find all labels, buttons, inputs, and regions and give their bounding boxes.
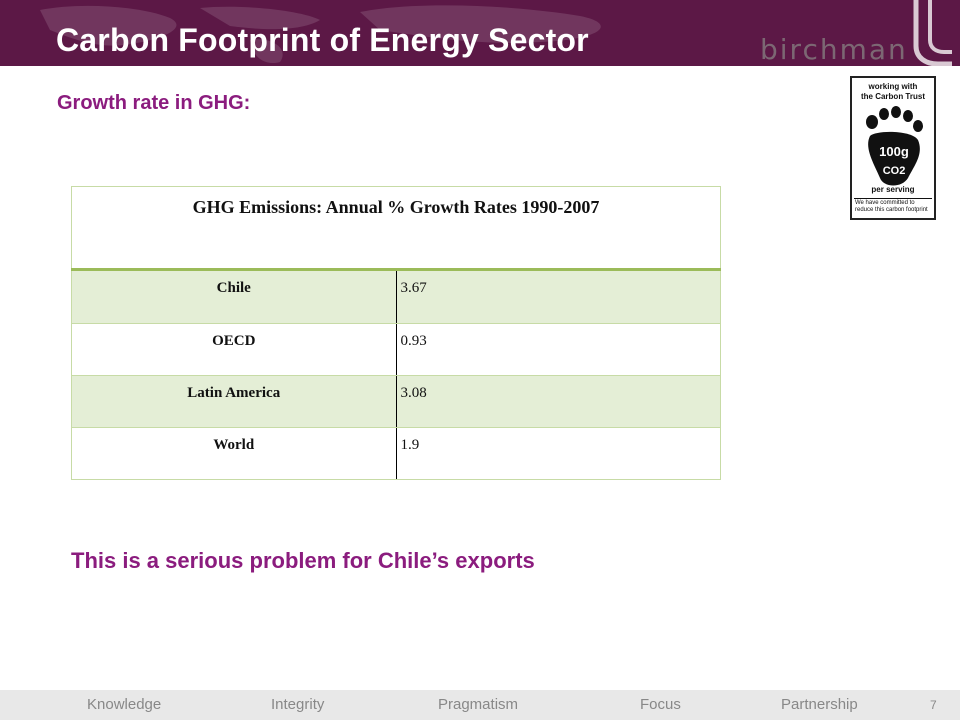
value-cell: 1.9 <box>396 427 721 480</box>
value-cell: 3.67 <box>396 269 721 324</box>
world-map-decoration <box>40 5 601 64</box>
badge-line-2: the Carbon Trust <box>860 92 925 101</box>
brand-logo-icon <box>913 0 952 66</box>
exports-note: This is a serious problem for Chile’s ex… <box>71 548 535 573</box>
slide-header: Carbon Footprint of Energy Sector birchm… <box>0 0 960 66</box>
value-cell: 0.93 <box>396 323 721 376</box>
badge-divider <box>854 198 932 199</box>
ghg-growth-table: GHG Emissions: Annual % Growth Rates 199… <box>71 186 721 480</box>
footer-value-knowledge: Knowledge <box>87 696 162 713</box>
table-row: OECD 0.93 <box>71 323 721 376</box>
badge-commit-line-2: reduce this carbon footprint <box>855 207 928 213</box>
region-cell: Chile <box>71 269 397 324</box>
region-cell: World <box>71 427 397 480</box>
region-cell: Latin America <box>71 375 397 428</box>
table-row: Latin America 3.08 <box>71 375 721 428</box>
brand-logo-text: birchman <box>760 33 908 66</box>
footer-value-integrity: Integrity <box>271 696 325 713</box>
badge-line-1: working with <box>868 82 918 91</box>
badge-per-serving: per serving <box>871 185 915 194</box>
value-cell: 3.08 <box>396 375 721 428</box>
slide-title: Carbon Footprint of Energy Sector <box>56 22 589 58</box>
badge-gas: CO2 <box>883 165 906 177</box>
footer-value-partnership: Partnership <box>781 696 858 713</box>
badge-commit-line-1: We have committed to <box>855 200 915 206</box>
badge-amount: 100g <box>879 144 909 159</box>
footer-value-focus: Focus <box>640 696 681 713</box>
table-row: World 1.9 <box>71 427 721 480</box>
badge-heading: working with the Carbon Trust <box>852 82 934 102</box>
region-cell: OECD <box>71 323 397 376</box>
footer-value-pragmatism: Pragmatism <box>438 696 519 713</box>
page-number: 7 <box>930 698 937 712</box>
footprint-icon: 100g CO2 <box>866 106 923 186</box>
slide-footer: Knowledge Integrity Pragmatism Focus Par… <box>0 690 960 720</box>
table-row: Chile 3.67 <box>71 269 721 324</box>
slide-subtitle: Growth rate in GHG: <box>57 92 251 114</box>
badge-commitment: We have committed to reduce this carbon … <box>855 200 935 214</box>
table-caption: GHG Emissions: Annual % Growth Rates 199… <box>71 186 721 271</box>
carbon-trust-badge: working with the Carbon Trust 100g CO2 p… <box>850 76 936 220</box>
